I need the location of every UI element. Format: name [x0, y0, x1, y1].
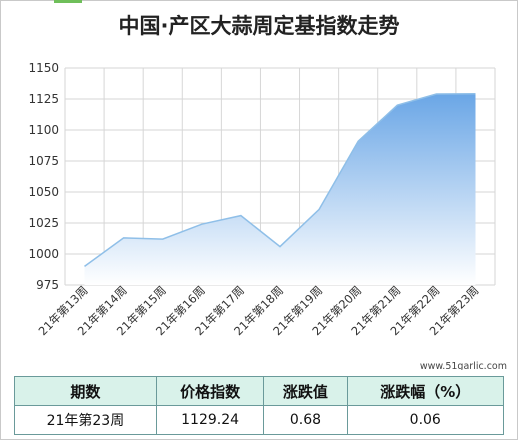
summary-table: 期数 价格指数 涨跌值 涨跌幅（%） 21年第23周 1129.24 0.68 … [14, 376, 504, 435]
corner-accent [54, 0, 82, 3]
x-axis: 21年第13周21年第14周21年第15周21年第16周21年第17周21年第1… [36, 283, 482, 338]
area-fill [84, 93, 476, 285]
y-tick-label: 1150 [28, 61, 59, 75]
y-tick-label: 975 [36, 278, 59, 292]
y-tick-label: 1125 [28, 92, 59, 106]
cell-price-index: 1129.24 [155, 405, 265, 435]
series-line [84, 92, 476, 268]
header-change: 涨跌值 [263, 376, 348, 406]
table-row: 21年第23周 1129.24 0.68 0.06 [14, 405, 504, 435]
y-tick-label: 1100 [28, 123, 59, 137]
header-change-pct: 涨跌幅（%） [346, 376, 504, 406]
table-header-row: 期数 价格指数 涨跌值 涨跌幅（%） [14, 376, 504, 406]
cell-period: 21年第23周 [14, 405, 157, 435]
y-tick-label: 1000 [28, 247, 59, 261]
y-tick-label: 1050 [28, 185, 59, 199]
cell-change-pct: 0.06 [346, 405, 504, 435]
y-tick-label: 1025 [28, 216, 59, 230]
y-axis: 975 1000 1025 1050 1075 1100 1125 1150 [28, 61, 59, 292]
cell-change: 0.68 [263, 405, 348, 435]
chart-title: 中国·产区大蒜周定基指数走势 [118, 14, 400, 38]
chart-svg: 975 1000 1025 1050 1075 1100 1125 1150 21年第13周2… [28, 61, 507, 370]
watermark: www.51garlic.com [420, 361, 507, 370]
header-price-index: 价格指数 [155, 376, 265, 406]
y-tick-label: 1075 [28, 154, 59, 168]
header-period: 期数 [14, 376, 157, 406]
